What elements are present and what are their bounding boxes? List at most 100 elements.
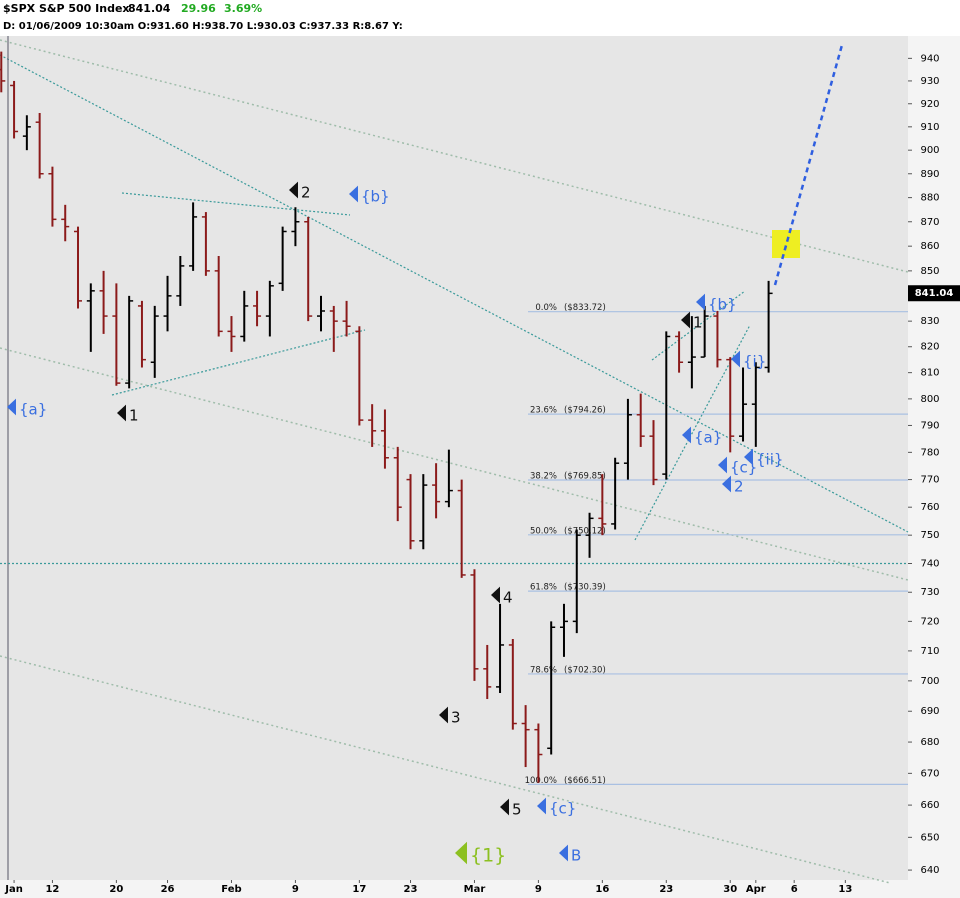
wave-label: 1 (693, 314, 703, 332)
y-tick-label: 710 (920, 646, 939, 657)
x-tick-label: 12 (45, 884, 59, 895)
wave-marker (696, 293, 705, 311)
wave-label: 2 (301, 184, 311, 202)
x-tick-label: 23 (404, 884, 418, 895)
y-tick-label: 770 (920, 475, 939, 486)
trendline (0, 54, 909, 533)
y-tick-label: 800 (920, 394, 939, 405)
y-tick-label: 870 (920, 217, 939, 228)
wave-marker (289, 181, 298, 199)
x-tick-label: 17 (352, 884, 366, 895)
fib-price: ($666.51) (564, 776, 606, 786)
fib-price: ($702.30) (564, 665, 606, 675)
wave-label: 4 (503, 589, 513, 607)
wave-label: {b} (361, 188, 390, 206)
x-tick-label: Feb (221, 884, 241, 895)
wave-marker (722, 475, 731, 493)
x-tick-label: 26 (161, 884, 175, 895)
x-axis-bg (0, 880, 908, 898)
y-tick-label: 690 (920, 706, 939, 717)
wave-label: {ii} (756, 451, 783, 469)
header-bg (0, 0, 960, 36)
last-price-label: 841.04 (915, 288, 954, 299)
fib-pct: 50.0% (530, 526, 557, 536)
fib-pct: 38.2% (530, 472, 557, 482)
y-tick-label: 830 (920, 316, 939, 327)
wave-marker (537, 797, 546, 815)
wave-label: 5 (512, 801, 522, 819)
wave-label: {c} (549, 800, 576, 818)
fib-price: ($833.72) (564, 303, 606, 313)
plot-bg (0, 36, 908, 880)
fib-pct: 61.8% (530, 583, 557, 593)
wave-marker (117, 404, 126, 422)
y-tick-label: 730 (920, 587, 939, 598)
y-tick-label: 740 (920, 559, 939, 570)
x-tick-label: 16 (595, 884, 609, 895)
wave-label: 1 (129, 407, 139, 425)
wave-label: {b} (708, 296, 737, 314)
wave-marker (559, 844, 568, 862)
trendline (651, 290, 746, 361)
fib-pct: 0.0% (535, 303, 557, 313)
fib-pct: 78.6% (530, 665, 557, 675)
y-tick-label: 720 (920, 616, 939, 627)
wave-marker (439, 706, 448, 724)
trendlines (0, 36, 909, 884)
wave-marker (7, 398, 16, 416)
y-tick-label: 640 (920, 865, 939, 876)
y-tick-label: 660 (920, 800, 939, 811)
x-tick-label: 9 (292, 884, 299, 895)
wave-label: {i} (743, 353, 766, 371)
y-tick-label: 650 (920, 832, 939, 843)
last-price-box (908, 285, 960, 302)
x-tick-label: 9 (535, 884, 542, 895)
last-price: 841.04 (128, 2, 171, 15)
y-tick-label: 920 (920, 99, 939, 110)
trendline (0, 347, 909, 581)
wave-marker (500, 798, 509, 816)
y-tick-label: 850 (920, 266, 939, 277)
x-tick-label: Mar (464, 884, 486, 895)
trendline (111, 329, 366, 396)
wave-marker (455, 841, 467, 865)
wave-label: {a} (19, 401, 47, 419)
y-tick-label: 860 (920, 241, 939, 252)
wave-label: B (571, 847, 581, 865)
change: 29.96 (181, 2, 216, 15)
y-tick-label: 780 (920, 447, 939, 458)
bar-info: D: 01/06/2009 10:30am O:931.60 H:938.70 … (3, 21, 403, 32)
y-tick-label: 750 (920, 530, 939, 541)
y-tick-label: 880 (920, 193, 939, 204)
wave-label: {c} (730, 459, 757, 477)
x-tick-label: Jan (4, 884, 23, 895)
wave-label: 2 (734, 478, 744, 496)
wave-label: {1} (470, 845, 506, 867)
trendline (0, 655, 891, 884)
y-tick-label: 680 (920, 737, 939, 748)
wave-label: {a} (694, 429, 722, 447)
y-tick-label: 890 (920, 169, 939, 180)
y-tick-label: 760 (920, 502, 939, 513)
fib-pct: 100.0% (525, 776, 557, 786)
fib-price: ($769.85) (564, 472, 606, 482)
price-bars (0, 51, 773, 783)
y-axis-bg (908, 36, 960, 898)
axes: 640 650 660 670 680 690 700 710 720 730 740 750 760 7… (4, 53, 960, 895)
fib-price: ($794.26) (564, 406, 606, 416)
y-tick-label: 670 (920, 768, 939, 779)
wave-marker (349, 185, 358, 203)
trendline (0, 39, 909, 273)
wave-marker (491, 586, 500, 604)
x-tick-label: Apr (746, 884, 766, 895)
x-tick-label: 6 (791, 884, 798, 895)
x-tick-label: 20 (109, 884, 123, 895)
wave-marker (682, 426, 691, 444)
y-tick-label: 810 (920, 368, 939, 379)
projection-line (773, 44, 844, 286)
x-tick-label: 13 (838, 884, 852, 895)
wave-label: 3 (451, 709, 461, 727)
x-tick-label: 23 (659, 884, 673, 895)
